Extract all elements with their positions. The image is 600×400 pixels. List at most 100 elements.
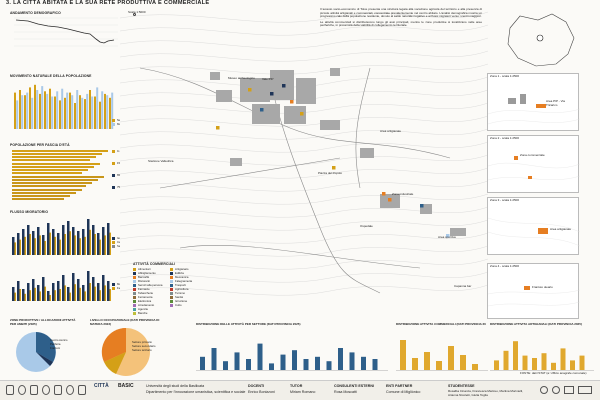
bar-artigianali: [513, 341, 518, 370]
bar-iscritti: [37, 227, 40, 255]
inset-2: Zona 2 - scala 1:2500 Zona commerciale: [487, 135, 580, 193]
bar-morti: [41, 86, 44, 129]
legend-label: Ristoranti: [138, 279, 150, 283]
legend-label: Abbigliamento: [138, 271, 156, 275]
contour-line: [120, 271, 488, 283]
inset-1-map: [488, 94, 580, 125]
bar-cancellati: [69, 231, 71, 255]
map-marker: [260, 108, 264, 112]
contour-line: [120, 167, 488, 179]
intro-text: Il tessuto socio-economico di Tolve pres…: [320, 7, 482, 28]
bar-femmine: [69, 292, 71, 301]
bar-femmine: [54, 290, 56, 301]
legend-label: Sanità: [175, 295, 183, 299]
legend-swatch: [133, 307, 136, 311]
legend-label: Edilizia: [175, 271, 184, 275]
bar-maschi: [27, 283, 30, 301]
logo-icon-1: [540, 386, 548, 394]
bar-cancellati: [64, 234, 66, 255]
bar-commerciali: [460, 355, 466, 370]
legend-label: Elettronica: [138, 299, 152, 303]
bar-nati: [24, 95, 26, 129]
bar-nati: [14, 92, 16, 129]
legend-label: Artigianato: [175, 267, 189, 271]
locator-map: [507, 13, 575, 67]
bar-morti: [56, 91, 59, 129]
bar-femmine: [109, 289, 111, 301]
pie-occupazionale: [101, 327, 150, 376]
bar-settore: [257, 343, 263, 370]
legend-item: Trasporti: [170, 283, 192, 287]
bar-maschi: [77, 279, 80, 301]
map-label-ospedale: Ospedale: [360, 224, 373, 228]
building-block: [284, 106, 306, 124]
bar-settore: [361, 356, 366, 370]
legend-swatch: [133, 275, 136, 279]
bar-artigianali: [541, 353, 547, 370]
bar-artigianali: [560, 348, 566, 370]
map-marker: [300, 112, 304, 116]
bar-femmine: [49, 295, 51, 301]
bar-morti: [66, 92, 69, 129]
map-label-artigianale: Area artigianale: [380, 129, 402, 133]
bar-morti: [16, 100, 19, 129]
building-block: [240, 78, 270, 102]
bar-cancellati: [54, 236, 56, 255]
chart-popolazione-eta: [12, 150, 108, 200]
inset-4-map: [488, 286, 580, 307]
legend-item: Artigianato: [170, 267, 192, 271]
legend-label: Banche: [138, 311, 148, 315]
inset-3: Zona 3 - scala 1:2500 Area artigianale: [487, 197, 580, 255]
legend-item: Ristoranti: [133, 279, 162, 283]
bar-femmine: [29, 290, 31, 301]
contour-line: [120, 193, 488, 205]
bar-iscritti: [102, 227, 105, 255]
bar-settore: [269, 363, 274, 370]
chart2-title: DISTRIBUZIONE ATTIVITÀ COMMERCIALI (DATI…: [396, 323, 486, 326]
building-block: [450, 228, 466, 236]
contour-line: [120, 219, 488, 231]
map-label-vale-pip: Vale PIP: [262, 77, 274, 81]
crest-icon-6: [66, 385, 74, 395]
bar-iscritti: [97, 233, 100, 255]
pie1-label-3: Frazioni: [50, 346, 60, 350]
map-scale-label: Scala 1:5000: [128, 10, 146, 14]
map-label-stazione: Stazione Valledrica: [148, 159, 174, 163]
bar-femmine: [84, 291, 86, 301]
inset-3-note: Area artigianale: [550, 227, 572, 231]
bar-femmine: [39, 291, 41, 301]
bar-morti: [31, 97, 34, 129]
legend-item: Arredamento: [133, 303, 162, 307]
bar-eta: [12, 156, 96, 158]
bar-eta: [12, 182, 92, 184]
bar-settore: [303, 359, 309, 370]
legend-swatch: [133, 291, 136, 295]
logo-basic: BASIC: [118, 383, 134, 389]
bar-settore: [372, 359, 378, 370]
bar-morti: [81, 97, 84, 129]
bar-settore: [223, 361, 228, 370]
bar-femmine: [14, 292, 16, 301]
panel-title-eta: POPOLAZIONE PER FASCIA D'ETÀ: [10, 143, 70, 147]
panel-title-flusso: FLUSSO MIGRATORIO: [10, 210, 49, 214]
bar-iscritti: [32, 231, 35, 255]
bar-femmine: [19, 289, 21, 301]
contour-line: [120, 128, 488, 140]
inset-4-note: Frantoio oleario: [532, 285, 553, 289]
legend-label: Arredamento: [138, 303, 155, 307]
bar-eta: [12, 163, 100, 165]
contour-line: [120, 206, 488, 218]
bar-morti: [111, 92, 114, 129]
map-marker: [270, 92, 274, 96]
bar-eta: [12, 159, 90, 161]
bar-femmine: [94, 286, 96, 301]
legend-swatch: [133, 287, 136, 291]
map-marker: [290, 100, 294, 104]
bar-morti: [91, 96, 94, 129]
bar-maschi: [62, 275, 65, 301]
bar-maschi: [52, 283, 55, 301]
inset-2-map: [488, 156, 580, 181]
bar-nati: [59, 100, 61, 129]
bar-nati: [64, 97, 66, 129]
bar-iscritti: [107, 223, 110, 255]
